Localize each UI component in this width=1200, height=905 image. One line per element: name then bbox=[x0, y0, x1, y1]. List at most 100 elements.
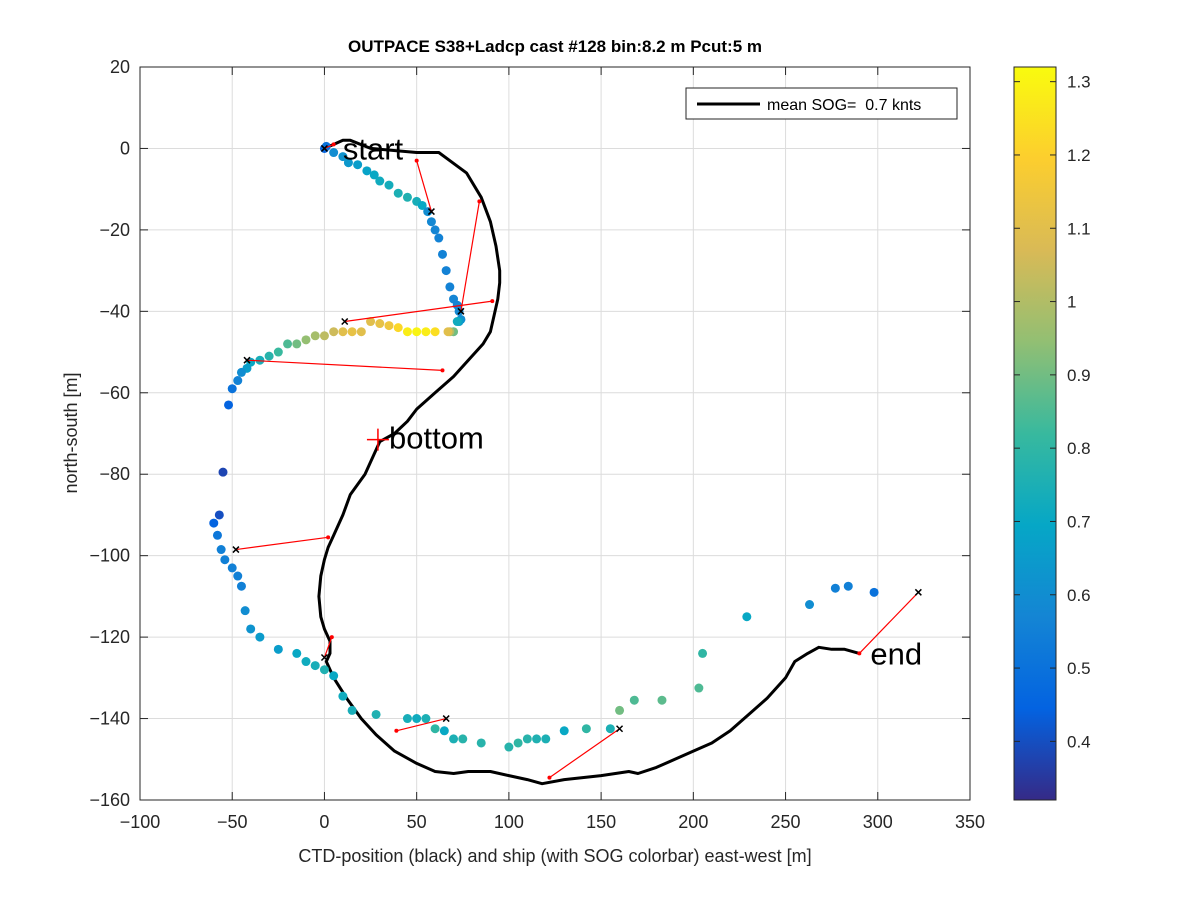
ship-point bbox=[629, 695, 639, 705]
ship-end-marker bbox=[442, 715, 450, 723]
ship-point bbox=[338, 327, 348, 337]
ship-point bbox=[454, 306, 464, 316]
colorbar-tick-label: 0.9 bbox=[1067, 366, 1091, 385]
ship-point bbox=[513, 738, 523, 748]
offset-lines bbox=[232, 142, 922, 780]
x-tick-label: 0 bbox=[319, 812, 329, 832]
ship-point bbox=[264, 351, 274, 361]
x-tick-label: 350 bbox=[955, 812, 985, 832]
ship-point bbox=[430, 225, 440, 235]
offset-line bbox=[549, 728, 620, 779]
ship-point bbox=[581, 724, 591, 734]
ship-point bbox=[412, 714, 422, 724]
ship-end-marker bbox=[914, 588, 922, 596]
colorbar-tick-label: 0.8 bbox=[1067, 439, 1091, 458]
x-tick-label: 250 bbox=[771, 812, 801, 832]
ship-point bbox=[421, 327, 431, 337]
ship-point bbox=[310, 661, 320, 671]
legend-entry-label: mean SOG= 0.7 knts bbox=[767, 97, 921, 114]
y-tick-label: −140 bbox=[89, 709, 130, 729]
ship-point bbox=[236, 367, 246, 377]
y-tick-label: 0 bbox=[120, 138, 130, 158]
colorbar-tick-label: 1.2 bbox=[1067, 146, 1091, 165]
ship-point bbox=[430, 724, 440, 734]
ship-point bbox=[227, 384, 237, 394]
ship-points bbox=[209, 0, 923, 752]
ship-point bbox=[441, 266, 451, 276]
colorbar-tick-label: 0.5 bbox=[1067, 659, 1091, 678]
x-tick-label: 150 bbox=[586, 812, 616, 832]
ship-point bbox=[445, 282, 455, 292]
ship-point bbox=[476, 738, 486, 748]
ship-point bbox=[830, 583, 840, 593]
ship-point bbox=[366, 317, 376, 327]
x-tick-label: 200 bbox=[678, 812, 708, 832]
ship-point bbox=[698, 648, 708, 658]
ctd-end-marker bbox=[394, 728, 399, 733]
ship-end-marker bbox=[341, 317, 349, 326]
ship-point bbox=[375, 319, 385, 329]
y-tick-label: −20 bbox=[99, 220, 130, 240]
x-tick-label: −100 bbox=[120, 812, 161, 832]
ship-point bbox=[443, 327, 453, 337]
ship-point bbox=[246, 624, 256, 634]
offset-line bbox=[246, 359, 443, 371]
annotation-start: start bbox=[343, 131, 404, 166]
ship-point bbox=[384, 180, 394, 190]
ship-point bbox=[224, 400, 234, 410]
offset-line bbox=[396, 717, 447, 732]
ship-point bbox=[605, 724, 615, 734]
ship-point bbox=[212, 530, 222, 540]
ship-point bbox=[209, 518, 219, 528]
ctd-end-marker bbox=[857, 651, 862, 656]
offset-line bbox=[235, 536, 329, 551]
colorbar-tick-label: 1.3 bbox=[1067, 73, 1091, 92]
ship-point bbox=[338, 691, 348, 701]
ship-point bbox=[273, 644, 283, 654]
ship-point bbox=[283, 339, 293, 349]
y-tick-label: −80 bbox=[99, 464, 130, 484]
ship-point bbox=[532, 734, 542, 744]
axes-box bbox=[139, 66, 971, 801]
ship-point bbox=[541, 734, 551, 744]
bottom-marker bbox=[366, 428, 389, 451]
ctd-end-marker bbox=[331, 142, 336, 147]
annotation-end: end bbox=[870, 636, 922, 671]
ship-point bbox=[504, 742, 514, 752]
ship-point bbox=[292, 648, 302, 658]
ship-point bbox=[216, 545, 226, 555]
ship-point bbox=[657, 695, 667, 705]
ship-point bbox=[214, 510, 224, 520]
offset-line bbox=[416, 160, 432, 212]
ctd-end-marker bbox=[326, 535, 331, 540]
x-tick-label: −50 bbox=[217, 812, 248, 832]
ship-point bbox=[805, 600, 815, 610]
annotation-bottom: bottom bbox=[389, 421, 484, 456]
ship-point bbox=[301, 335, 311, 345]
ship-point bbox=[393, 188, 403, 198]
x-tick-label: 50 bbox=[407, 812, 427, 832]
ship-point bbox=[402, 192, 412, 202]
ship-point bbox=[255, 632, 265, 642]
ship-point bbox=[417, 200, 427, 210]
ship-point bbox=[452, 317, 462, 327]
ctd-track-line bbox=[317, 138, 860, 786]
ship-point bbox=[384, 321, 394, 331]
colorbar-tick-label: 1.1 bbox=[1067, 219, 1091, 238]
annotations: start bottom end bbox=[343, 131, 922, 671]
ship-point bbox=[310, 331, 320, 341]
ship-point bbox=[375, 176, 385, 186]
x-tick-label: 100 bbox=[494, 812, 524, 832]
ship-point bbox=[233, 376, 243, 386]
colorbar-tick-label: 0.6 bbox=[1067, 586, 1091, 605]
y-tick-label: −40 bbox=[99, 301, 130, 321]
ship-point bbox=[914, 0, 923, 5]
offset-line bbox=[323, 636, 333, 658]
ship-end-marker bbox=[232, 546, 240, 554]
ship-point bbox=[371, 709, 381, 719]
ship-point bbox=[439, 726, 449, 736]
ship-point bbox=[356, 327, 366, 337]
ship-point bbox=[236, 581, 246, 591]
ship-point bbox=[369, 170, 379, 180]
